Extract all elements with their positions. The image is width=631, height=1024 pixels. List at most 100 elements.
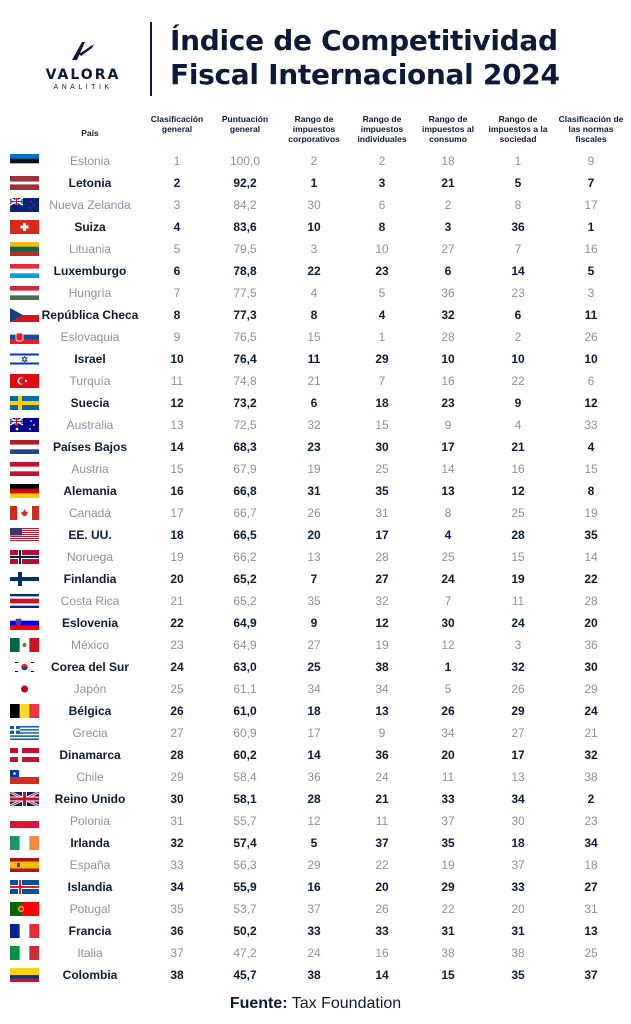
table-row: Finlandia 20 65,2 7 27 24 19 22 [0, 568, 631, 590]
corporate-rank-cell: 8 [310, 308, 318, 322]
consumption-rank-cell: 13 [441, 484, 455, 498]
score-cell: 66,8 [233, 484, 257, 498]
corporate-rank-cell: 25 [307, 660, 321, 674]
property-rank-cell: 3 [514, 638, 522, 652]
consumption-rank-cell: 30 [441, 616, 455, 630]
score-cell: 66,7 [233, 506, 257, 520]
score-cell: 72,5 [233, 418, 257, 432]
individual-rank-cell: 37 [375, 836, 389, 850]
rank-cell: 4 [173, 220, 181, 234]
corporate-rank-cell: 20 [307, 528, 321, 542]
table-row: Polonia 31 55,7 12 11 37 30 23 [0, 810, 631, 832]
col-header-individual: Rango de impuestos individuales [357, 114, 407, 144]
country-cell: Japón [73, 682, 107, 696]
cross-border-rank-cell: 32 [584, 748, 598, 762]
property-rank-cell: 26 [511, 682, 525, 696]
property-rank-cell: 9 [514, 396, 522, 410]
title-line-1: Índice de Competitividad [170, 24, 558, 57]
country-cell: República Checa [41, 308, 139, 322]
country-cell: Alemania [63, 484, 117, 498]
property-rank-cell: 16 [511, 462, 525, 476]
score-cell: 63,0 [233, 660, 257, 674]
table-row: Lituania 5 79,5 3 10 27 7 16 [0, 238, 631, 260]
consumption-rank-cell: 3 [444, 220, 452, 234]
table-row: Francia 36 50,2 33 33 31 31 13 [0, 920, 631, 942]
cross-border-rank-cell: 26 [584, 330, 598, 344]
property-rank-cell: 21 [511, 440, 525, 454]
individual-rank-cell: 17 [375, 528, 389, 542]
country-cell: México [70, 638, 109, 652]
france-flag-icon [10, 924, 39, 938]
score-cell: 67,9 [233, 462, 257, 476]
cross-border-rank-cell: 14 [584, 550, 598, 564]
corporate-rank-cell: 3 [310, 242, 318, 256]
corporate-rank-cell: 29 [307, 858, 321, 872]
score-cell: 92,2 [233, 176, 257, 190]
cross-border-rank-cell: 28 [584, 594, 598, 608]
property-rank-cell: 33 [511, 880, 525, 894]
property-rank-cell: 5 [514, 176, 522, 190]
israel-flag-icon [10, 352, 39, 366]
table-row: Costa Rica 21 65,2 35 32 7 11 28 [0, 590, 631, 612]
individual-rank-cell: 28 [375, 550, 389, 564]
property-rank-cell: 20 [511, 902, 525, 916]
corporate-rank-cell: 35 [307, 594, 321, 608]
property-rank-cell: 28 [511, 528, 525, 542]
logo-name: VALORA [45, 67, 121, 83]
cross-border-rank-cell: 19 [584, 506, 598, 520]
rank-cell: 17 [170, 506, 184, 520]
rank-cell: 27 [170, 726, 184, 740]
score-cell: 64,9 [233, 638, 257, 652]
cross-border-rank-cell: 21 [584, 726, 598, 740]
individual-rank-cell: 11 [375, 814, 389, 828]
cross-border-rank-cell: 22 [584, 572, 598, 586]
country-cell: Letonia [68, 176, 112, 190]
score-cell: 56,3 [233, 858, 257, 872]
czech-flag-icon [10, 308, 39, 322]
country-cell: Suecia [70, 396, 110, 410]
score-cell: 65,2 [233, 594, 257, 608]
score-cell: 79,5 [233, 242, 257, 256]
property-rank-cell: 2 [514, 330, 522, 344]
property-rank-cell: 29 [511, 704, 525, 718]
page-title: Índice de Competitividad Fiscal Internac… [170, 24, 625, 92]
table-row: Islandia 34 55,9 16 20 29 33 27 [0, 876, 631, 898]
score-cell: 57,4 [233, 836, 257, 850]
cross-border-rank-cell: 15 [584, 462, 598, 476]
country-cell: Turquía [69, 374, 111, 388]
consumption-rank-cell: 8 [444, 506, 452, 520]
individual-rank-cell: 29 [375, 352, 389, 366]
score-cell: 45,7 [233, 968, 257, 982]
table-row: Colombia 38 45,7 38 14 15 35 37 [0, 964, 631, 986]
cross-border-rank-cell: 13 [584, 924, 598, 938]
italy-flag-icon [10, 946, 39, 960]
table-row: Hungría 7 77,5 4 5 36 23 3 [0, 282, 631, 304]
individual-rank-cell: 38 [375, 660, 389, 674]
estonia-flag-icon [10, 154, 39, 168]
slovakia-flag-icon [10, 330, 39, 344]
consumption-rank-cell: 28 [441, 330, 455, 344]
valora-logo[interactable]: VALORA ANALITIK [38, 40, 128, 95]
individual-rank-cell: 2 [378, 154, 386, 168]
corporate-rank-cell: 19 [307, 462, 321, 476]
corporate-rank-cell: 32 [307, 418, 321, 432]
property-rank-cell: 4 [514, 418, 522, 432]
latvia-flag-icon [10, 176, 39, 190]
rank-cell: 23 [170, 638, 184, 652]
consumption-rank-cell: 14 [441, 462, 455, 476]
individual-rank-cell: 26 [375, 902, 389, 916]
score-cell: 76,5 [233, 330, 257, 344]
corporate-rank-cell: 21 [307, 374, 321, 388]
rank-cell: 7 [173, 286, 181, 300]
cross-border-rank-cell: 20 [584, 616, 598, 630]
individual-rank-cell: 27 [375, 572, 389, 586]
individual-rank-cell: 25 [375, 462, 389, 476]
corporate-rank-cell: 2 [310, 154, 318, 168]
rank-cell: 24 [170, 660, 184, 674]
corporate-rank-cell: 38 [307, 968, 321, 982]
corporate-rank-cell: 36 [307, 770, 321, 784]
rank-cell: 22 [170, 616, 184, 630]
country-cell: Polonia [69, 814, 111, 828]
valora-logo-mark-icon [72, 42, 94, 60]
table-row: Australia 13 72,5 32 15 9 4 33 [0, 414, 631, 436]
